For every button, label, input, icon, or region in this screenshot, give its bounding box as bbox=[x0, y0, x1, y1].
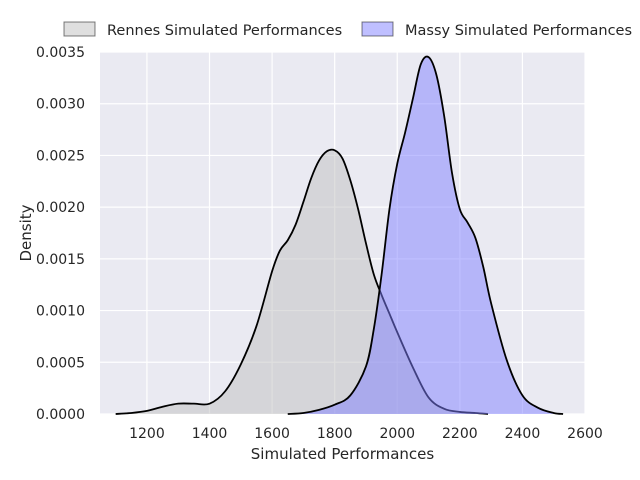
legend-label-2: Massy Simulated Performances bbox=[405, 23, 632, 39]
y-tick-labels: 0.0000 0.0005 0.0010 0.0015 0.0020 0.0025 0.00… bbox=[36, 45, 85, 423]
y-tick-label: 0.0005 bbox=[36, 355, 85, 371]
y-tick-label: 0.0015 bbox=[36, 252, 85, 268]
x-tick-label: 1600 bbox=[254, 426, 290, 442]
legend-label-1: Rennes Simulated Performances bbox=[107, 23, 342, 39]
y-axis-label: Density bbox=[17, 204, 35, 261]
y-tick-label: 0.0000 bbox=[36, 407, 85, 423]
x-tick-label: 1200 bbox=[129, 426, 165, 442]
legend: Rennes Simulated Performances Massy Simul… bbox=[63, 21, 632, 39]
density-curve-2 bbox=[287, 55, 564, 415]
x-tick-label: 2000 bbox=[379, 426, 415, 442]
x-tick-label: 1800 bbox=[317, 426, 353, 442]
x-tick-label: 2600 bbox=[567, 426, 603, 442]
x-tick-label: 2200 bbox=[442, 426, 478, 442]
x-axis-label: Simulated Performances bbox=[251, 445, 435, 463]
legend-swatch-1 bbox=[63, 21, 96, 37]
y-tick-label: 0.0010 bbox=[36, 304, 85, 320]
x-tick-label: 2400 bbox=[505, 426, 541, 442]
y-tick-label: 0.0030 bbox=[36, 97, 85, 113]
y-tick-label: 0.0020 bbox=[36, 200, 85, 216]
x-tick-label: 1400 bbox=[192, 426, 228, 442]
density-area-2 bbox=[287, 56, 564, 415]
density-areas bbox=[115, 55, 564, 415]
x-tick-labels: 1200 1400 1600 1800 2000 2200 2400 2600 bbox=[129, 426, 603, 442]
y-tick-label: 0.0035 bbox=[36, 45, 85, 61]
legend-swatch-2 bbox=[361, 21, 394, 37]
y-tick-label: 0.0025 bbox=[36, 148, 85, 164]
